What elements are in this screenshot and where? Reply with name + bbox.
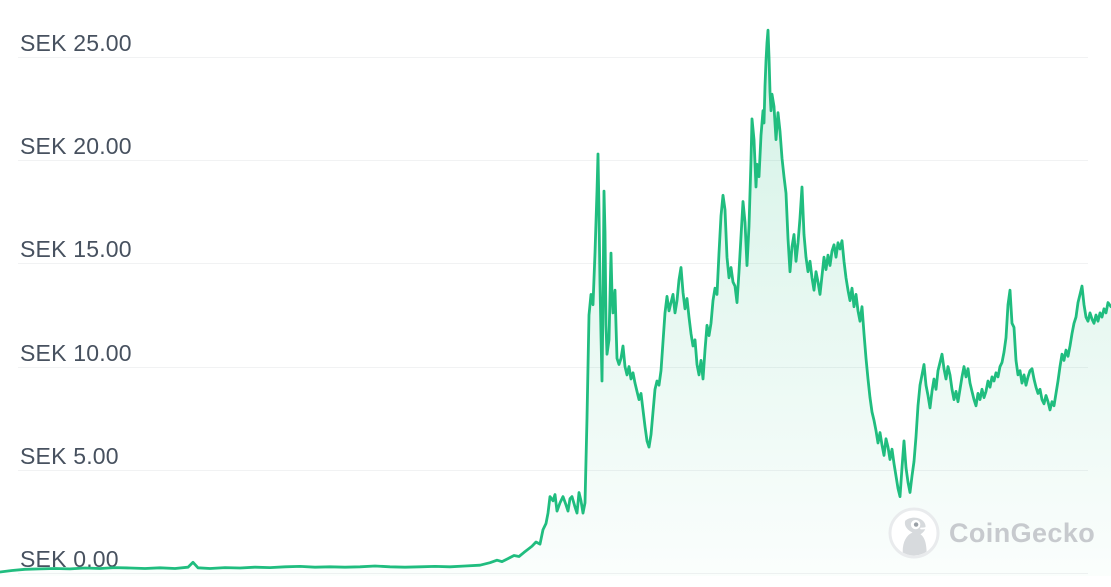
coingecko-logo-icon: [888, 507, 940, 559]
coingecko-watermark-text: CoinGecko: [949, 517, 1096, 548]
price-area-fill: [0, 30, 1111, 576]
price-line: [0, 28, 1111, 574]
coingecko-watermark: CoinGecko: [888, 507, 1095, 559]
